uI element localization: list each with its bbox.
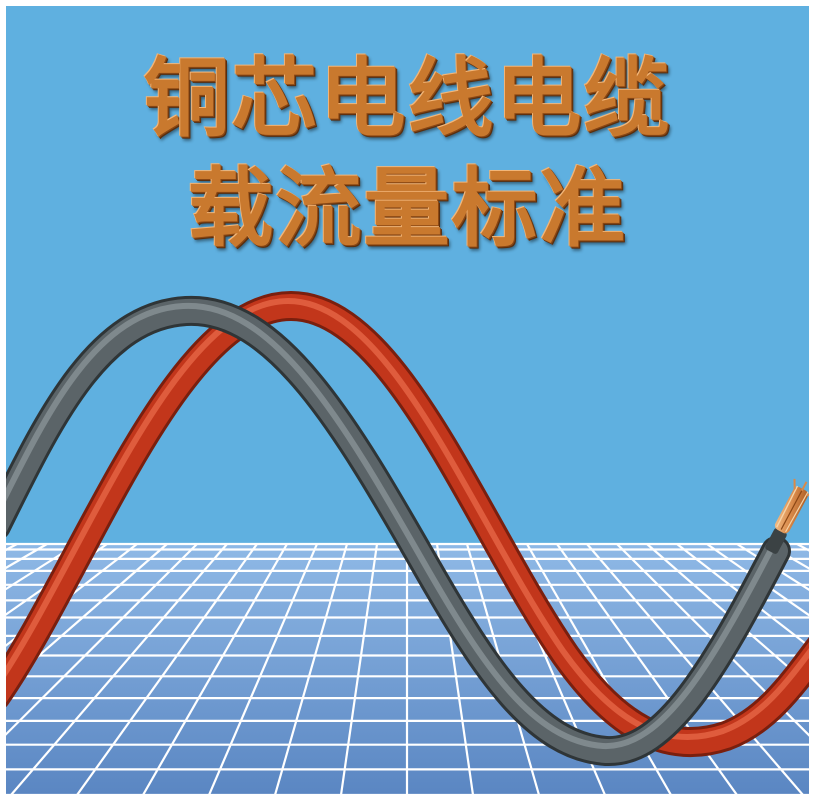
title-line-2: 载流量标准: [187, 159, 628, 259]
copper-conductor-tip: [765, 478, 809, 554]
grid-lines: [6, 542, 809, 795]
wire-scene: [6, 6, 809, 795]
red-wire: [6, 290, 809, 758]
illustration-frame: 铜芯电线电缆 载流量标准: [6, 6, 809, 795]
grey-wire: [6, 295, 791, 766]
title-line-1: 铜芯电线电缆: [143, 49, 672, 149]
